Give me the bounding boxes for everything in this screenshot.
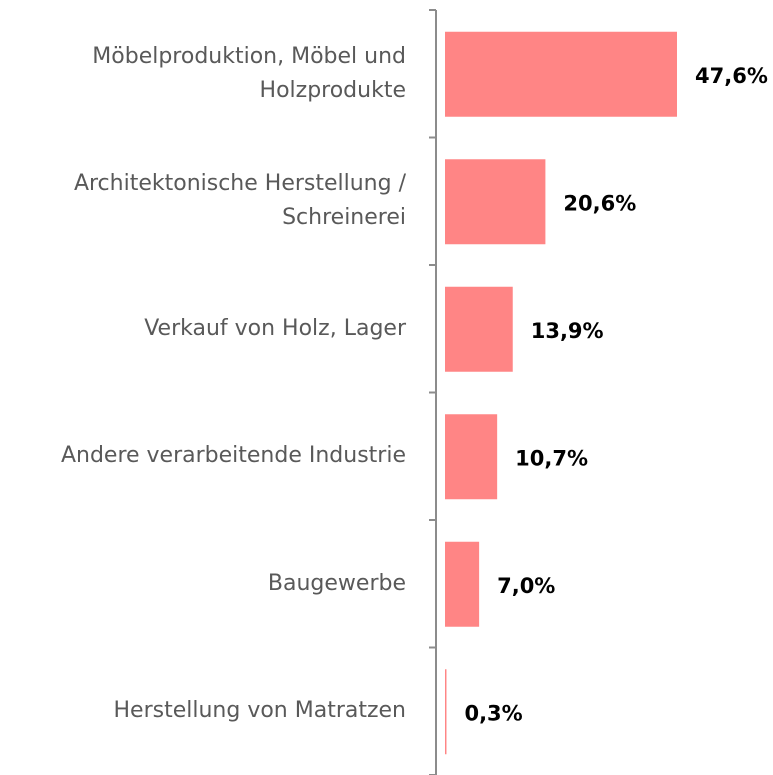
category-label: Andere verarbeitende Industrie	[60, 443, 406, 469]
bar	[445, 286, 513, 372]
category-label: Möbelproduktion, Möbel und Holzprodukte	[92, 43, 406, 103]
category-label: Architektonische Herstellung / Schreiner…	[73, 171, 406, 231]
bar	[445, 31, 677, 117]
category-label: Baugewerbe	[267, 570, 406, 596]
bar	[445, 669, 447, 755]
bar	[445, 414, 498, 500]
bar	[445, 541, 480, 627]
bar	[445, 159, 546, 245]
value-label: 13,9%	[531, 319, 604, 343]
value-label: 7,0%	[497, 574, 555, 598]
value-label: 47,6%	[695, 64, 768, 88]
category-label: Verkauf von Holz, Lager	[144, 315, 406, 341]
value-label: 0,3%	[464, 701, 522, 725]
value-label: 20,6%	[563, 191, 636, 215]
category-label: Herstellung von Matratzen	[113, 698, 407, 724]
value-label: 10,7%	[515, 446, 588, 470]
